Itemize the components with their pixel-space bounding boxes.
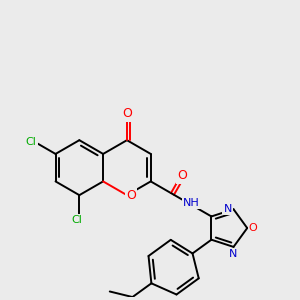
Text: Cl: Cl [26, 136, 37, 147]
Text: Cl: Cl [71, 215, 82, 225]
Text: O: O [249, 223, 257, 233]
Text: N: N [224, 204, 232, 214]
Text: O: O [126, 189, 136, 202]
Text: O: O [122, 107, 132, 120]
Text: N: N [230, 249, 238, 259]
Text: NH: NH [183, 198, 200, 208]
Text: O: O [178, 169, 188, 182]
